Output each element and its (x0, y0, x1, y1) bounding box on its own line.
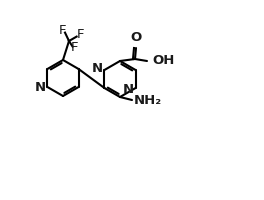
Text: F: F (58, 23, 66, 36)
Text: N: N (35, 81, 46, 94)
Text: NH₂: NH₂ (134, 94, 162, 106)
Text: F: F (76, 27, 84, 40)
Text: OH: OH (153, 54, 175, 68)
Text: N: N (92, 62, 103, 75)
Text: O: O (130, 31, 142, 44)
Text: F: F (70, 41, 78, 54)
Text: N: N (123, 83, 134, 96)
